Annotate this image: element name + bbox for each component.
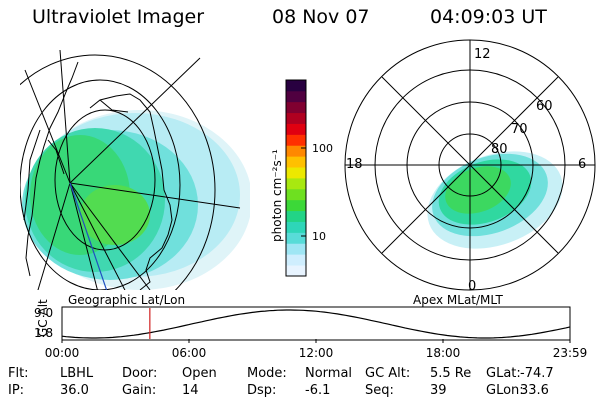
status-key: Gain:	[122, 383, 157, 398]
colorbar-swatch	[286, 178, 306, 190]
gc-alt-ylabel: GC Alt	[36, 299, 50, 337]
colorbar-swatch	[286, 221, 306, 233]
gc-alt-ytick-high: 9.0	[34, 306, 53, 320]
right-panel-label: Apex MLat/MLT	[413, 293, 503, 307]
meridian-line	[69, 182, 108, 290]
geographic-emission-region	[22, 110, 250, 290]
status-value: 5.5 Re	[430, 366, 472, 381]
colorbar-swatch	[286, 101, 306, 114]
colorbar-swatch	[286, 232, 306, 244]
colorbar-swatch	[286, 210, 306, 222]
status-value: 33.6	[520, 383, 549, 398]
coastline	[23, 61, 173, 290]
colorbar-tick-label: 100	[312, 142, 333, 155]
status-key: IP:	[8, 383, 25, 398]
colorbar-swatch	[286, 156, 306, 168]
polar-grid	[344, 39, 596, 291]
geographic-grid	[20, 49, 241, 290]
status-key: Dsp:	[247, 383, 277, 398]
mlt-label-12: 12	[474, 47, 491, 62]
status-value: 36.0	[60, 383, 89, 398]
status-key: GLat:	[486, 366, 521, 381]
status-key: GC Alt:	[365, 366, 411, 381]
status-value: Open	[182, 366, 217, 381]
colorbar-swatch	[286, 243, 306, 255]
status-value: -6.1	[305, 383, 331, 398]
gc-alt-xtick-label: 12:00	[299, 346, 334, 360]
mlt-label-6: 6	[578, 157, 586, 172]
instrument-title: Ultraviolet Imager	[32, 6, 205, 28]
gc-alt-xtick-label: 18:00	[426, 346, 461, 360]
status-key: Seq:	[365, 383, 394, 398]
observation-date: 08 Nov 07	[272, 6, 370, 28]
status-key: GLon:	[486, 383, 524, 398]
gc-alt-xtick-label: 06:00	[172, 346, 207, 360]
gc-alt-xtick-label: 00:00	[45, 346, 80, 360]
gc-alt-xticks: 00:00 06:00 12:00 18:00 23:59	[45, 339, 588, 360]
status-value: LBHL	[60, 366, 94, 381]
colorbar-swatch	[286, 112, 306, 124]
colorbar-swatch	[286, 167, 306, 179]
colorbar-swatch	[286, 90, 306, 103]
colorbar-swatch	[286, 265, 306, 277]
mlat-label-70: 70	[511, 122, 528, 137]
gc-alt-xtick-label: 23:59	[553, 346, 588, 360]
status-key: Door:	[122, 366, 158, 381]
status-value: Normal	[305, 366, 353, 381]
status-key: Flt:	[8, 366, 29, 381]
status-value: -74.7	[520, 366, 554, 381]
colorbar-swatch	[286, 145, 306, 157]
gc-alt-ytick-low: 1.8	[34, 326, 53, 340]
colorbar-swatch	[286, 123, 306, 135]
gc-alt-chart: GC Alt 9.0 1.8 00:00 06:00 12:00 18:00 23:59	[34, 299, 587, 360]
colorbar-swatch	[286, 80, 306, 92]
colorbar-swatch	[286, 254, 306, 266]
mlt-label-0: 0	[468, 279, 476, 294]
gc-alt-curve	[61, 309, 571, 339]
colorbar-swatch	[286, 199, 306, 212]
geographic-image-panel	[20, 49, 250, 290]
colorbar-frame	[285, 79, 307, 277]
status-value: 14	[182, 383, 199, 398]
colorbar-label: photon cm⁻²s⁻¹	[270, 149, 284, 242]
mlat-label-80: 80	[491, 142, 508, 157]
colorbar-swatch	[286, 134, 306, 146]
mlt-label-18: 18	[346, 157, 363, 172]
observation-time: 04:09:03 UT	[430, 6, 547, 28]
colorbar-ticks: 100 10	[301, 142, 333, 243]
colorbar-tick-label: 10	[312, 230, 326, 243]
status-key: Mode:	[247, 366, 287, 381]
status-value: 39	[430, 383, 447, 398]
polar-plot: 12 18 6 0 60 70 80	[344, 39, 596, 294]
mlat-label-60: 60	[536, 99, 553, 114]
colorbar	[285, 79, 307, 277]
left-panel-label: Geographic Lat/Lon	[68, 293, 185, 307]
colorbar-swatch	[286, 188, 306, 201]
